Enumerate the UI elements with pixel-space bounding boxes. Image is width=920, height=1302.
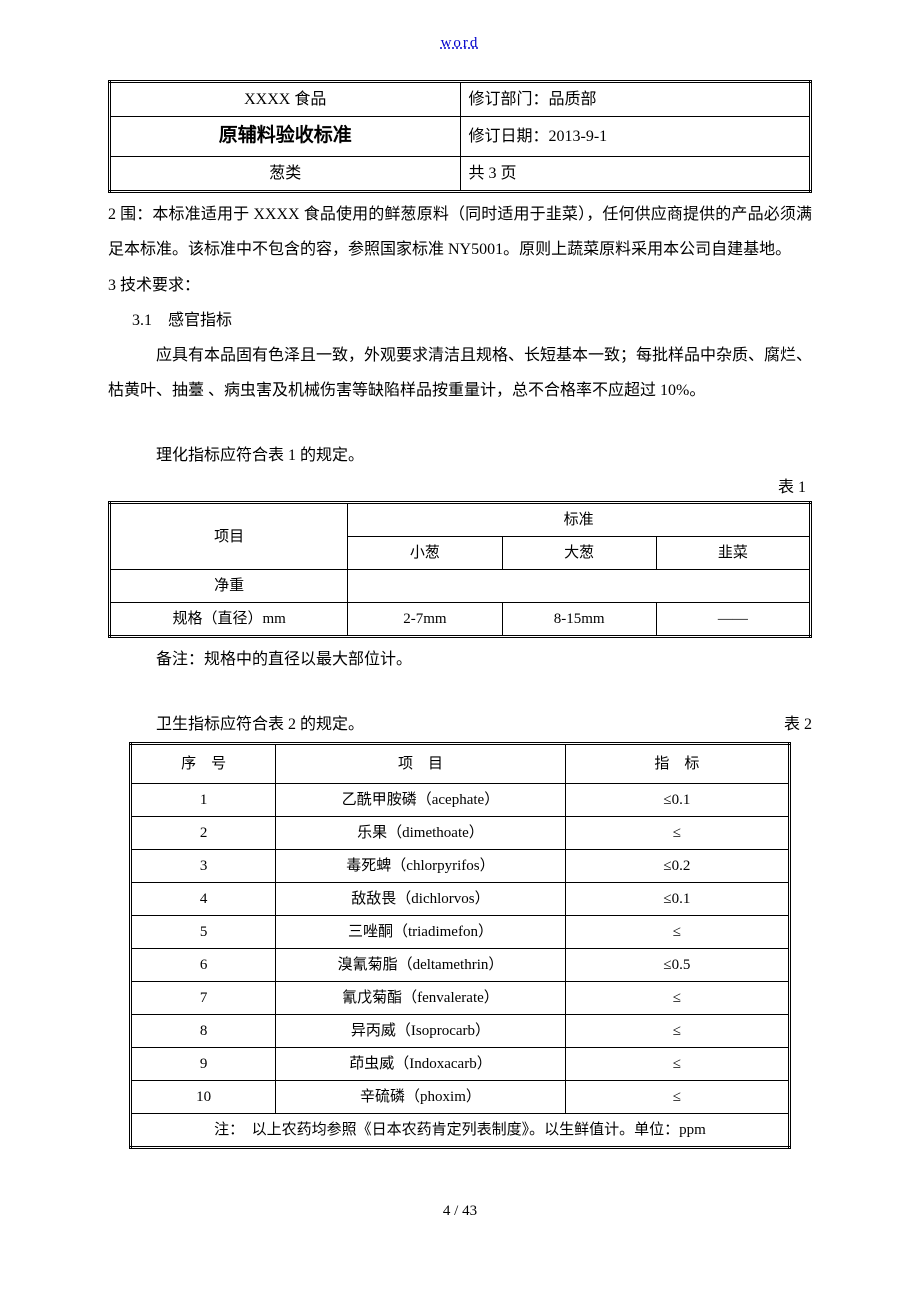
t2-c: 5 xyxy=(131,916,276,949)
t2-c: ≤ xyxy=(565,1081,789,1114)
t2-c: 茚虫威（Indoxacarb） xyxy=(276,1048,566,1081)
t2-c: ≤ xyxy=(565,916,789,949)
t2-c: 3 xyxy=(131,850,276,883)
sensory-heading: 3.1 感官指标 xyxy=(108,303,812,338)
t2-c: 毒死蜱（chlorpyrifos） xyxy=(276,850,566,883)
t1-h-c3: 韭菜 xyxy=(656,537,810,570)
t2-c: 1 xyxy=(131,784,276,817)
t2-c: 异丙威（Isoprocarb） xyxy=(276,1015,566,1048)
t2-c: 乙酰甲胺磷（acephate） xyxy=(276,784,566,817)
table-row: 4敌敌畏（dichlorvos）≤0.1 xyxy=(131,883,790,916)
t1-r1-val xyxy=(348,570,811,603)
pages: 共 3 页 xyxy=(460,156,811,192)
t2-c: 10 xyxy=(131,1081,276,1114)
t2-c: ≤0.1 xyxy=(565,784,789,817)
t2-c: ≤ xyxy=(565,982,789,1015)
t2-c: 敌敌畏（dichlorvos） xyxy=(276,883,566,916)
t2-c: 7 xyxy=(131,982,276,1015)
tech-req-heading: 3 技术要求： xyxy=(108,268,812,303)
table-row: 6溴氰菊脂（deltamethrin）≤0.5 xyxy=(131,949,790,982)
header-link-container: word xyxy=(108,30,812,56)
table2-intro-line: 卫生指标应符合表 2 的规定。 表 2 xyxy=(108,707,812,742)
t2-h2: 项 目 xyxy=(276,744,566,784)
sensory-desc: 应具有本品固有色泽且一致，外观要求清洁且规格、长短基本一致；每批样品中杂质、腐烂… xyxy=(108,338,812,408)
t1-r2c3: —— xyxy=(656,603,810,637)
t2-c: 辛硫磷（phoxim） xyxy=(276,1081,566,1114)
t1-h-c2: 大葱 xyxy=(502,537,656,570)
t2-c: 4 xyxy=(131,883,276,916)
t2-h1: 序 号 xyxy=(131,744,276,784)
t1-r2c1: 2-7mm xyxy=(348,603,502,637)
t1-r1: 净重 xyxy=(110,570,348,603)
t2-c: 8 xyxy=(131,1015,276,1048)
t2-c: 溴氰菊脂（deltamethrin） xyxy=(276,949,566,982)
spec-table-2: 序 号 项 目 指 标 1乙酰甲胺磷（acephate）≤0.1 2乐果（dim… xyxy=(129,742,791,1149)
t2-c: ≤ xyxy=(565,1015,789,1048)
t1-r2c2: 8-15mm xyxy=(502,603,656,637)
table2-intro: 卫生指标应符合表 2 的规定。 xyxy=(156,716,364,733)
company-name: XXXX 食品 xyxy=(110,81,461,117)
page-footer: 4 / 43 xyxy=(108,1199,812,1223)
t2-h3: 指 标 xyxy=(565,744,789,784)
t2-c: ≤0.1 xyxy=(565,883,789,916)
category: 葱类 xyxy=(110,156,461,192)
header-link[interactable]: word xyxy=(441,35,480,51)
t2-c: 9 xyxy=(131,1048,276,1081)
date-label: 修订日期：2013-9-1 xyxy=(460,117,811,156)
t2-c: 三唑酮（triadimefon） xyxy=(276,916,566,949)
t1-h-item: 项目 xyxy=(110,503,348,570)
scope-paragraph: 2 围：本标准适用于 XXXX 食品使用的鲜葱原料（同时适用于韭菜），任何供应商… xyxy=(108,197,812,267)
t1-r2: 规格（直径）mm xyxy=(110,603,348,637)
table-row: 3毒死蜱（chlorpyrifos）≤0.2 xyxy=(131,850,790,883)
table1-note: 备注：规格中的直径以最大部位计。 xyxy=(108,642,812,677)
t2-c: ≤ xyxy=(565,817,789,850)
table-row: 7氰戊菊酯（fenvalerate）≤ xyxy=(131,982,790,1015)
table1-intro: 理化指标应符合表 1 的规定。 xyxy=(108,438,812,473)
table-row: 10辛硫磷（phoxim）≤ xyxy=(131,1081,790,1114)
t2-c: ≤0.2 xyxy=(565,850,789,883)
header-table: XXXX 食品 修订部门：品质部 原辅料验收标准 修订日期：2013-9-1 葱… xyxy=(108,80,812,194)
t2-c: ≤0.5 xyxy=(565,949,789,982)
t2-c: 2 xyxy=(131,817,276,850)
t2-c: 6 xyxy=(131,949,276,982)
table-row: 2乐果（dimethoate）≤ xyxy=(131,817,790,850)
table-row: 1乙酰甲胺磷（acephate）≤0.1 xyxy=(131,784,790,817)
dept-label: 修订部门：品质部 xyxy=(460,81,811,117)
t2-c: 氰戊菊酯（fenvalerate） xyxy=(276,982,566,1015)
t1-h-std: 标准 xyxy=(348,503,811,537)
t2-c: ≤ xyxy=(565,1048,789,1081)
table2-label: 表 2 xyxy=(736,707,812,742)
table1-label: 表 1 xyxy=(108,475,806,501)
t1-h-c1: 小葱 xyxy=(348,537,502,570)
t2-note: 注： 以上农药均参照《日本农药肯定列表制度》。以生鲜值计。单位：ppm xyxy=(131,1114,790,1148)
table-row: 8异丙威（Isoprocarb）≤ xyxy=(131,1015,790,1048)
table-row: 9茚虫威（Indoxacarb）≤ xyxy=(131,1048,790,1081)
doc-title: 原辅料验收标准 xyxy=(110,117,461,156)
t2-c: 乐果（dimethoate） xyxy=(276,817,566,850)
spec-table-1: 项目 标准 小葱 大葱 韭菜 净重 规格（直径）mm 2-7mm 8-15mm … xyxy=(108,501,812,638)
table1-note-block: 备注：规格中的直径以最大部位计。 卫生指标应符合表 2 的规定。 表 2 xyxy=(108,642,812,742)
body-text: 2 围：本标准适用于 XXXX 食品使用的鲜葱原料（同时适用于韭菜），任何供应商… xyxy=(108,197,812,473)
table-row: 5三唑酮（triadimefon）≤ xyxy=(131,916,790,949)
